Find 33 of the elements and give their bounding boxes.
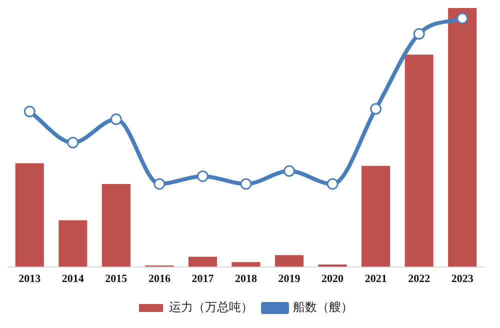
x-tick-label: 2022 bbox=[408, 273, 431, 286]
bar bbox=[404, 54, 434, 267]
point bbox=[456, 12, 468, 24]
bar bbox=[58, 220, 88, 267]
x-tick-label: 2017 bbox=[192, 273, 214, 286]
point bbox=[67, 136, 79, 148]
x-tick-label: 2015 bbox=[105, 273, 128, 286]
x-tick-label: 2020 bbox=[322, 273, 344, 286]
point bbox=[196, 170, 208, 182]
bar bbox=[274, 255, 304, 267]
point bbox=[240, 178, 252, 190]
point bbox=[284, 165, 296, 177]
x-tick-label: 2014 bbox=[62, 273, 84, 286]
x-tick-label: 2021 bbox=[364, 273, 387, 286]
point bbox=[413, 28, 425, 40]
x-tick-label: 2023 bbox=[451, 273, 474, 286]
bar bbox=[448, 8, 477, 267]
bar bbox=[232, 262, 260, 267]
point bbox=[154, 178, 166, 190]
bar bbox=[15, 163, 44, 267]
bar bbox=[102, 184, 130, 267]
x-tick-label: 2013 bbox=[18, 273, 42, 286]
x-tick-label: 2016 bbox=[148, 273, 171, 286]
legend-label: 运力（万总吨） bbox=[169, 300, 253, 314]
point bbox=[110, 114, 122, 126]
x-tick-label: 2018 bbox=[235, 273, 258, 286]
x-tick-label: 2019 bbox=[278, 273, 301, 286]
bar bbox=[362, 166, 390, 267]
legend-label: 船数（艘） bbox=[293, 300, 353, 314]
bar bbox=[188, 256, 218, 267]
point bbox=[24, 106, 36, 118]
point bbox=[326, 178, 338, 190]
point bbox=[370, 103, 382, 115]
